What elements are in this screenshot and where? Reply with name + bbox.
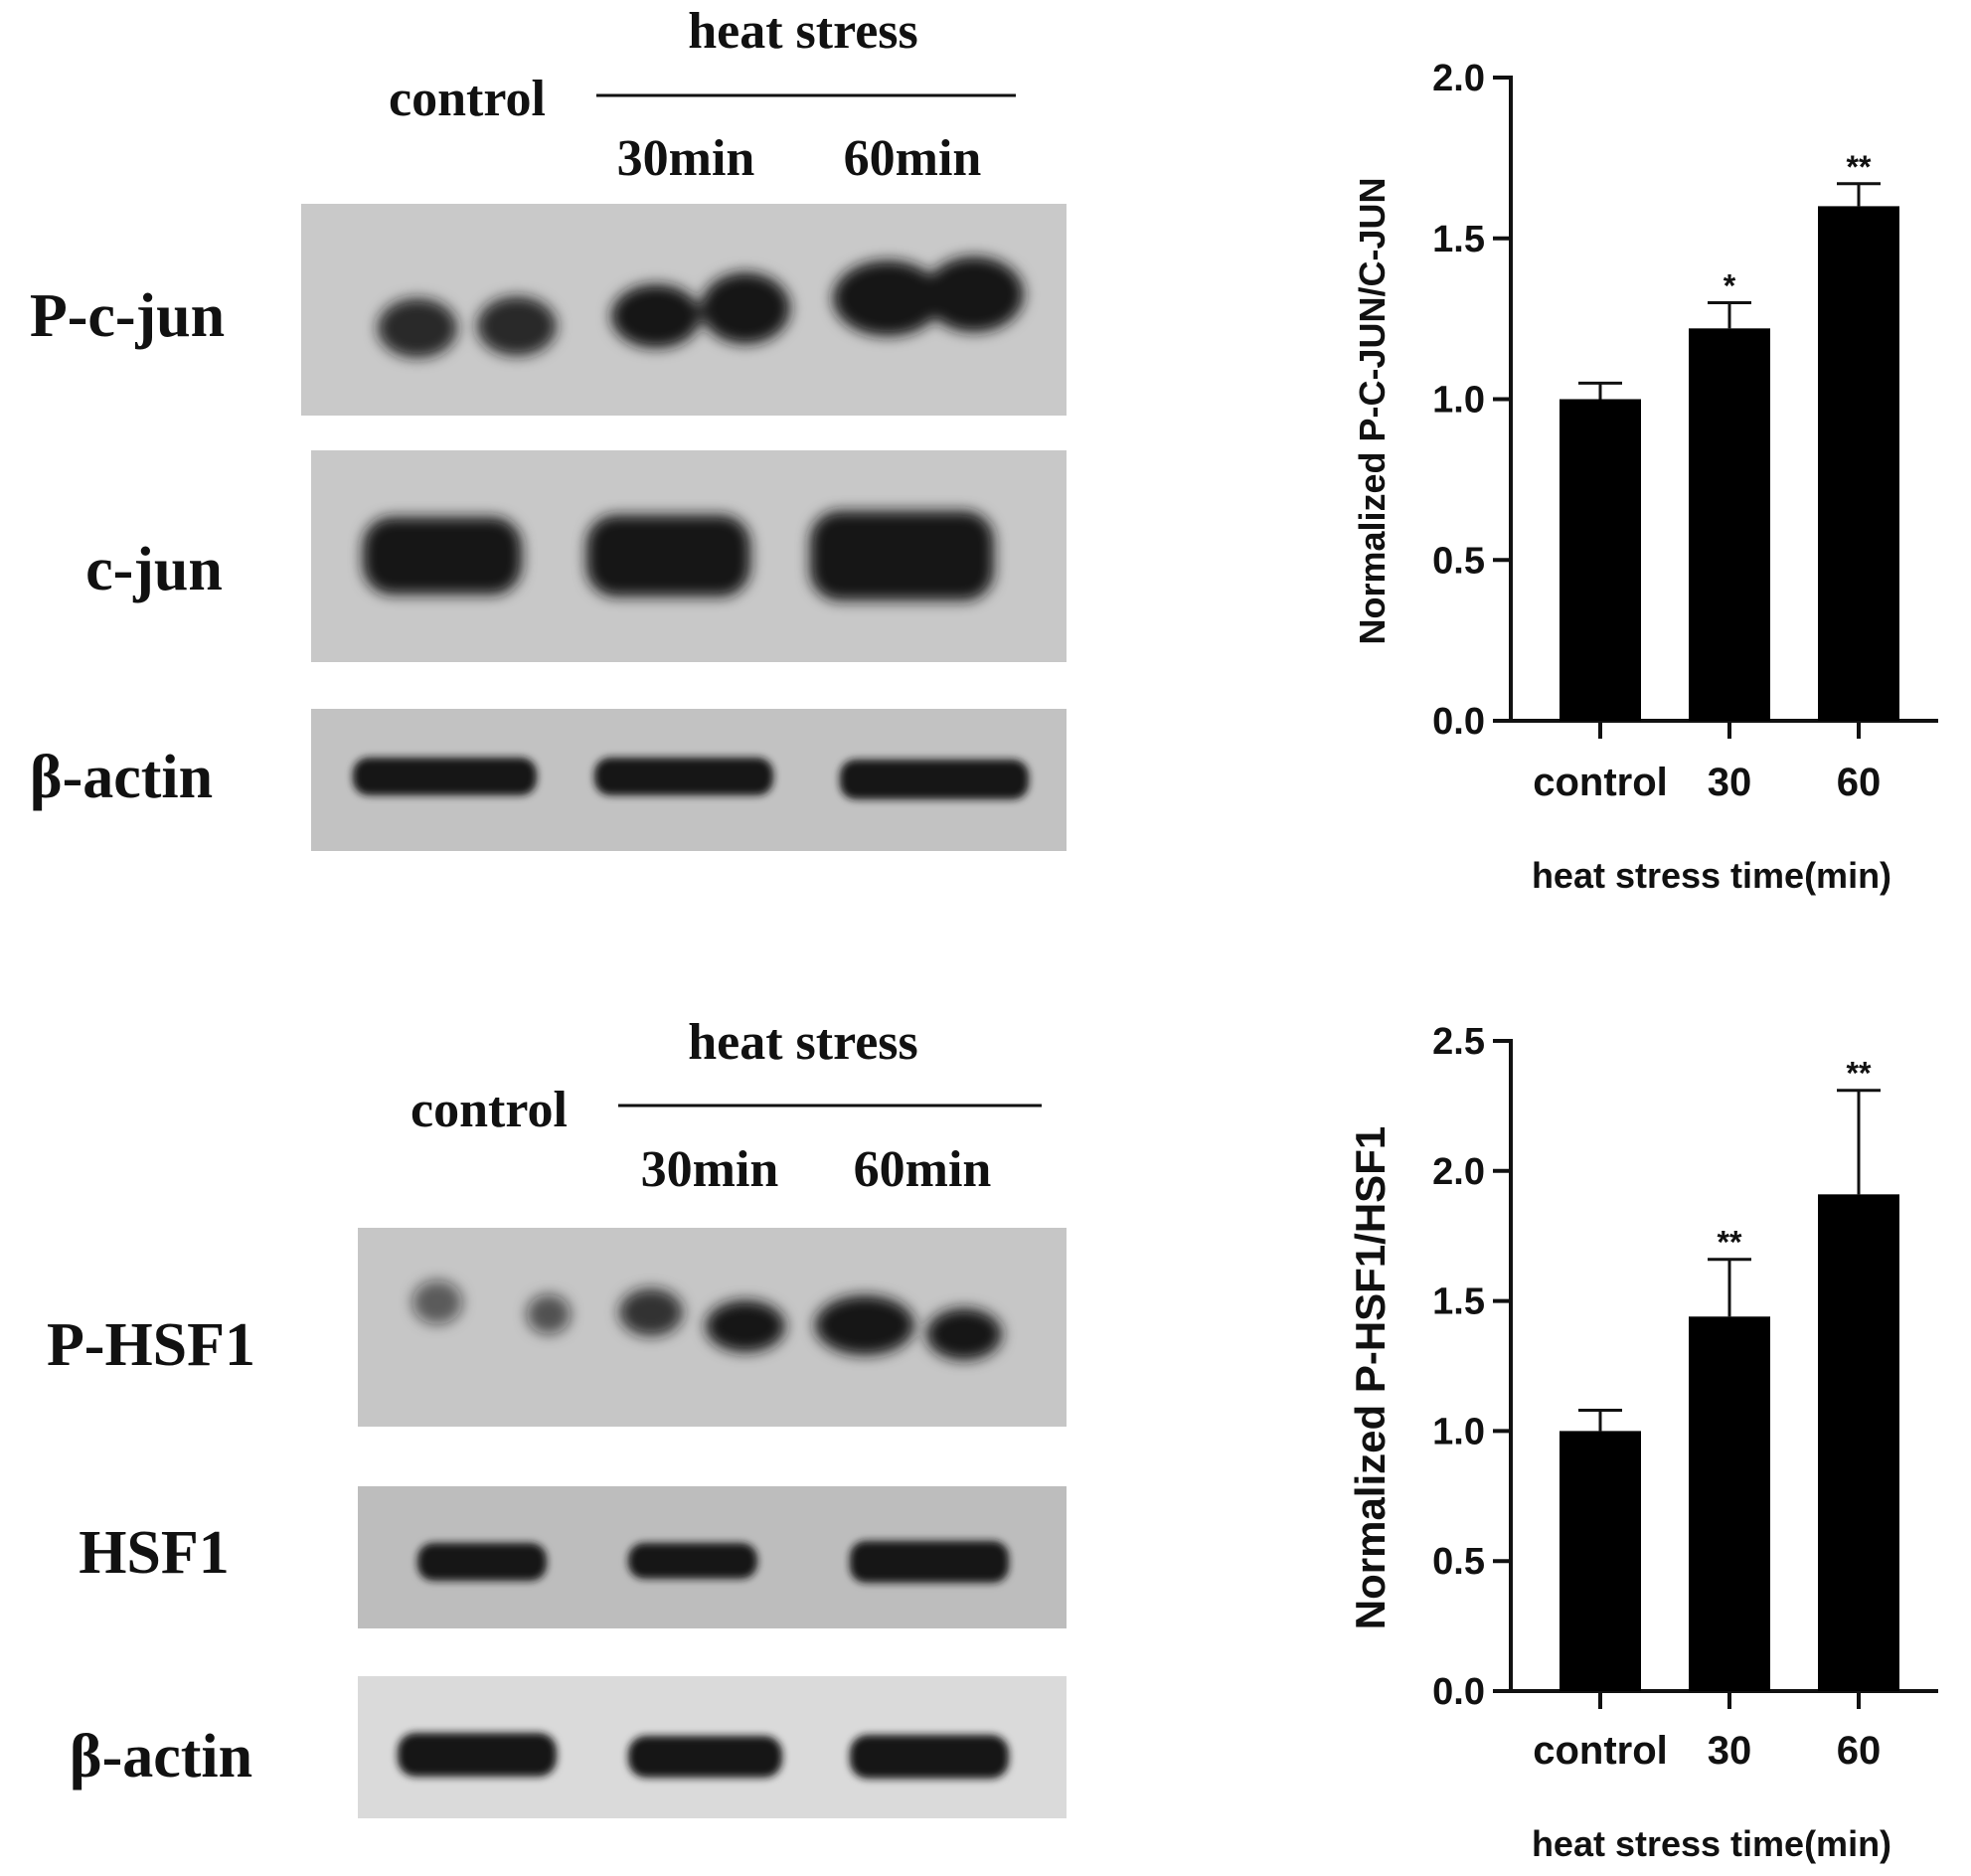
blot-row-label: β-actin: [70, 1723, 252, 1791]
y-tick-label: 0.5: [1432, 1541, 1485, 1583]
blot-row-label: c-jun: [85, 536, 223, 603]
x-tick-label: control: [1533, 761, 1668, 804]
heat-stress-header: heat stress: [688, 1014, 918, 1071]
bar-30: [1689, 328, 1770, 721]
y-tick-label: 1.5: [1432, 219, 1485, 260]
y-tick-label: 2.0: [1432, 1151, 1485, 1193]
lane-label-60min: 60min: [854, 1141, 992, 1198]
blot-image-beta-actin: [358, 1676, 1067, 1818]
significance-marker: **: [1847, 1056, 1872, 1092]
y-axis-title: Normalized P-C-JUN/C-JUN: [1352, 177, 1393, 644]
x-tick-label: 60: [1837, 761, 1882, 804]
control-lane-label: control: [411, 1082, 568, 1138]
y-tick-label: 0.5: [1432, 540, 1485, 582]
lane-label-30min: 30min: [641, 1141, 779, 1198]
blot-row-label: HSF1: [79, 1519, 230, 1587]
bar-60: [1818, 206, 1899, 721]
bar-30: [1689, 1316, 1770, 1691]
bar-control: [1560, 399, 1641, 721]
bar-chart-p-hsf1: 0.0 0.5 1.0 1.5 2.0 2.5 control ** 30 ** 60 Normali…: [1347, 1021, 1938, 1864]
y-tick-label: 0.0: [1432, 1671, 1485, 1713]
y-tick-label: 1.0: [1432, 380, 1485, 422]
significance-marker: **: [1847, 149, 1872, 185]
lane-label-60min: 60min: [844, 130, 982, 187]
x-tick-label: 30: [1708, 1729, 1752, 1773]
blot-image-p-hsf1: [358, 1228, 1067, 1427]
x-tick-label: 60: [1837, 1729, 1882, 1773]
y-tick-label: 1.0: [1432, 1411, 1485, 1452]
y-tick-label: 0.0: [1432, 701, 1485, 743]
y-tick-label: 1.5: [1432, 1281, 1485, 1323]
blot-image-c-jun: [311, 450, 1067, 662]
blot-row-label: P-c-jun: [30, 282, 225, 350]
blot-row-label: P-HSF1: [47, 1311, 255, 1379]
heat-stress-header: heat stress: [688, 3, 918, 60]
bar-control: [1560, 1431, 1641, 1691]
significance-marker: *: [1724, 267, 1736, 303]
y-tick-label: 2.0: [1432, 58, 1485, 99]
y-tick-label: 2.5: [1432, 1021, 1485, 1063]
blot-row-label: β-actin: [30, 744, 213, 811]
lane-label-30min: 30min: [617, 130, 755, 187]
blot-panel-2: heat stress control 30min 60min P-HSF1 H…: [47, 1014, 1067, 1818]
significance-marker: **: [1718, 1225, 1742, 1261]
x-tick-label: control: [1533, 1729, 1668, 1773]
blot-image-hsf1: [358, 1486, 1067, 1628]
blot-image-p-c-jun: [301, 204, 1067, 416]
x-tick-label: 30: [1708, 761, 1752, 804]
bar-60: [1818, 1194, 1899, 1691]
x-axis-title: heat stress time(min): [1532, 1823, 1891, 1864]
blot-image-beta-actin: [311, 709, 1067, 851]
x-axis-title: heat stress time(min): [1532, 855, 1891, 896]
control-lane-label: control: [389, 71, 546, 127]
bar-chart-p-c-jun: 0.0 0.5 1.0 1.5 2.0 control * 30 ** 60 Normalized …: [1352, 58, 1938, 896]
y-axis-title: Normalized P-HSF1/HSF1: [1347, 1126, 1394, 1629]
blot-panel-1: heat stress control 30min 60min P-c-jun …: [30, 3, 1067, 851]
